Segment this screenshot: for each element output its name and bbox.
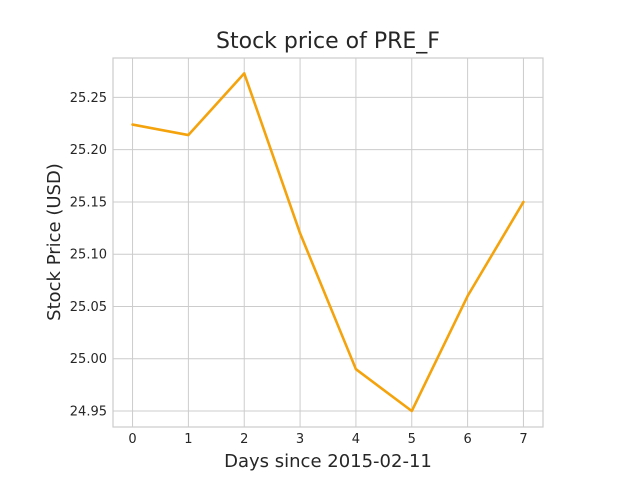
series-layer bbox=[131, 72, 525, 413]
x-tick-label: 5 bbox=[408, 432, 416, 447]
x-tick-label: 1 bbox=[184, 432, 192, 447]
x-axis-label: Days since 2015-02-11 bbox=[224, 451, 432, 472]
y-tick-label: 24.95 bbox=[70, 405, 107, 420]
y-axis-label: Stock Price (USD) bbox=[44, 163, 65, 321]
x-tick-label: 3 bbox=[296, 432, 304, 447]
y-tick-label: 25.05 bbox=[70, 300, 107, 315]
plot-frame bbox=[112, 57, 544, 428]
x-tick-label: 6 bbox=[463, 432, 471, 447]
y-tick-label: 25.10 bbox=[70, 248, 107, 263]
x-tick-label: 2 bbox=[240, 432, 248, 447]
y-tick-label: 25.25 bbox=[70, 91, 107, 106]
x-tick-label: 0 bbox=[128, 432, 136, 447]
x-tick-label: 4 bbox=[352, 432, 360, 447]
y-tick-label: 25.15 bbox=[70, 195, 107, 210]
y-tick-labels: 24.95 25.00 25.05 25.10 25.15 25.20 25.25 bbox=[70, 91, 107, 420]
chart-title: Stock price of PRE_F bbox=[216, 29, 440, 54]
y-tick-label: 25.00 bbox=[70, 352, 107, 367]
grid-layer bbox=[113, 58, 543, 427]
y-tick-label: 25.20 bbox=[70, 143, 107, 158]
x-tick-labels: 0 1 2 3 4 5 6 7 bbox=[128, 432, 527, 447]
x-tick-label: 7 bbox=[519, 432, 527, 447]
price-series-line bbox=[131, 72, 525, 413]
